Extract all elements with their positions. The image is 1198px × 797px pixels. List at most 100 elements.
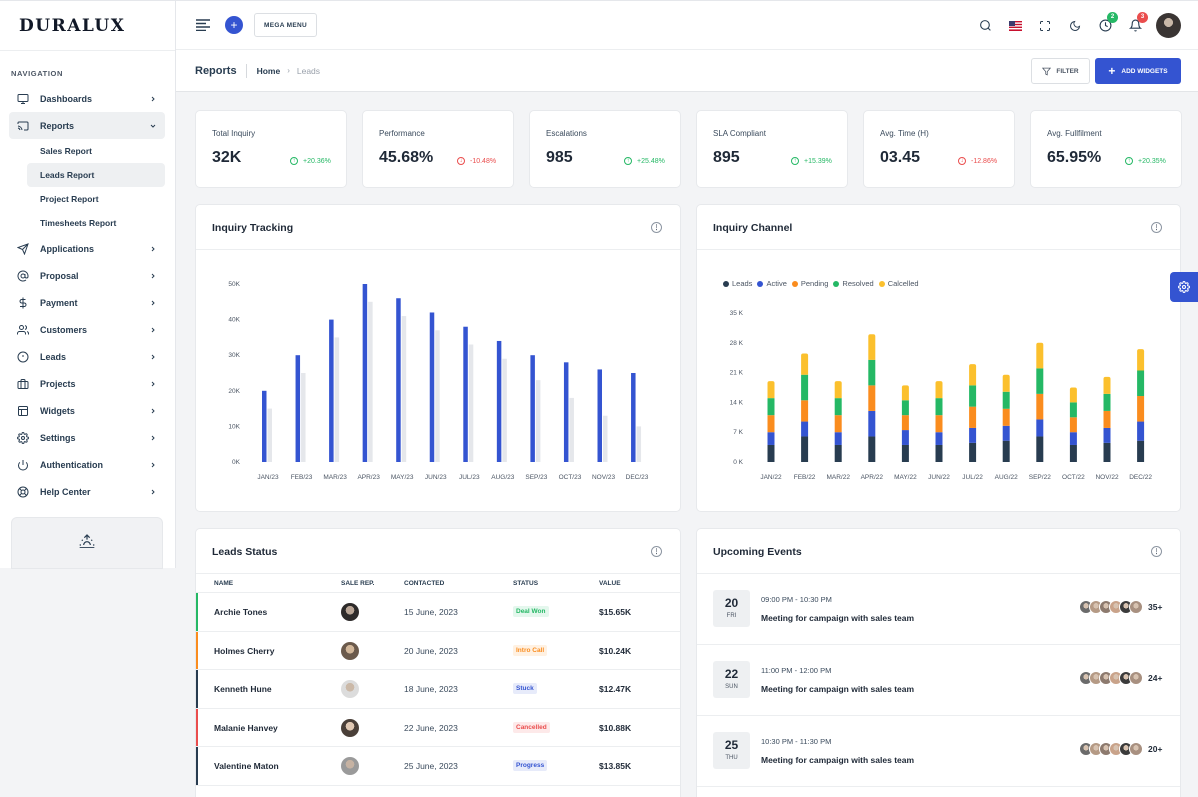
sidebar-item-projects[interactable]: Projects	[9, 370, 165, 397]
timer-icon[interactable]: 2	[1098, 11, 1118, 33]
legend-item[interactable]: Resolved	[833, 279, 874, 288]
bar-segment[interactable]	[834, 432, 842, 445]
bar-segment[interactable]	[1069, 417, 1077, 433]
sidebar-item-proposal[interactable]: Proposal	[9, 262, 165, 289]
search-icon[interactable]	[978, 19, 992, 33]
bar-segment[interactable]	[801, 374, 809, 401]
more-options-icon[interactable]: ⋮	[651, 222, 662, 233]
bar-segment[interactable]	[767, 415, 775, 433]
bar-segment[interactable]	[868, 359, 876, 386]
mega-menu-button[interactable]: MEGA MENU	[254, 13, 317, 37]
sidebar-item-payment[interactable]: Payment	[9, 289, 165, 316]
column-header-value[interactable]: VALUE	[599, 580, 621, 587]
brand-logo[interactable]: DURALUX	[0, 1, 175, 51]
bar-segment[interactable]	[935, 381, 943, 399]
bar-primary[interactable]	[329, 319, 334, 462]
sidebar-item-customers[interactable]: Customers	[9, 316, 165, 343]
bar-secondary[interactable]	[603, 415, 608, 462]
sale-rep-avatar[interactable]	[341, 603, 359, 621]
bar-segment[interactable]	[1036, 342, 1044, 369]
event-title[interactable]: Meeting for campaign with sales team	[761, 684, 915, 694]
add-widgets-button[interactable]: + ADD WIDGETS	[1095, 58, 1181, 84]
bar-secondary[interactable]	[535, 380, 541, 462]
bar-secondary[interactable]	[301, 373, 306, 462]
bar-primary[interactable]	[563, 362, 569, 462]
bar-segment[interactable]	[1002, 374, 1010, 392]
column-header-sale-rep[interactable]: SALE REP.	[341, 580, 375, 587]
bar-segment[interactable]	[834, 381, 842, 399]
bar-segment[interactable]	[1036, 419, 1044, 437]
more-options-icon[interactable]: ⋮	[1151, 222, 1162, 233]
bar-segment[interactable]	[1137, 421, 1145, 441]
bar-secondary[interactable]	[636, 426, 642, 462]
bar-segment[interactable]	[1069, 444, 1077, 462]
bar-segment[interactable]	[935, 444, 943, 462]
sale-rep-avatar[interactable]	[341, 680, 359, 698]
bar-segment[interactable]	[969, 364, 977, 386]
bar-secondary[interactable]	[435, 330, 440, 462]
table-row[interactable]: Malanie Hanvey 22 June, 2023 Cancelled $10.…	[196, 708, 680, 747]
bar-primary[interactable]	[262, 390, 267, 462]
bar-primary[interactable]	[496, 340, 502, 462]
bar-segment[interactable]	[1036, 393, 1044, 420]
bar-segment[interactable]	[801, 421, 809, 437]
bar-primary[interactable]	[396, 298, 401, 462]
bar-segment[interactable]	[1137, 349, 1145, 371]
event-item[interactable]: 22 SUN 11:00 PM - 12:00 PM Meeting for camp…	[697, 645, 1180, 716]
bar-segment[interactable]	[1069, 387, 1077, 403]
bar-segment[interactable]	[868, 410, 876, 437]
bar-segment[interactable]	[1036, 368, 1044, 394]
sidebar-subitem-leads-report[interactable]: Leads Report	[27, 163, 165, 187]
bar-segment[interactable]	[1002, 425, 1010, 441]
bar-segment[interactable]	[901, 444, 909, 462]
bar-segment[interactable]	[1137, 440, 1145, 462]
legend-item[interactable]: Calcelled	[878, 279, 919, 288]
bar-primary[interactable]	[597, 369, 603, 462]
bar-segment[interactable]	[1036, 436, 1044, 462]
us-flag-icon[interactable]	[1008, 19, 1022, 33]
bar-segment[interactable]	[969, 442, 977, 462]
moon-icon[interactable]	[1068, 19, 1082, 33]
bar-segment[interactable]	[767, 444, 775, 462]
lead-name[interactable]: Archie Tones	[214, 607, 268, 617]
table-row[interactable]: Archie Tones 15 June, 2023 Deal Won $15.65K	[196, 593, 680, 632]
table-row[interactable]: Valentine Maton 25 June, 2023 Progress $13.…	[196, 747, 680, 786]
bell-icon[interactable]: 3	[1128, 11, 1148, 33]
bar-primary[interactable]	[295, 355, 301, 462]
bar-segment[interactable]	[1002, 408, 1010, 426]
event-item[interactable]: 20 FRI 09:00 PM - 10:30 PM Meeting for camp…	[697, 574, 1180, 645]
sale-rep-avatar[interactable]	[341, 718, 359, 737]
bar-segment[interactable]	[1002, 391, 1010, 409]
bar-segment[interactable]	[935, 398, 943, 416]
sidebar-promo-card[interactable]	[11, 517, 163, 569]
lead-name[interactable]: Valentine Maton	[214, 761, 279, 771]
bar-primary[interactable]	[530, 355, 535, 462]
filter-button[interactable]: FILTER	[1031, 58, 1090, 84]
bar-segment[interactable]	[1103, 427, 1111, 443]
bar-segment[interactable]	[1069, 402, 1077, 418]
user-avatar[interactable]	[1156, 13, 1181, 38]
bar-segment[interactable]	[1103, 376, 1111, 394]
bar-segment[interactable]	[801, 353, 809, 375]
bar-secondary[interactable]	[267, 408, 273, 462]
bar-secondary[interactable]	[468, 344, 474, 462]
sidebar-subitem-sales-report[interactable]: Sales Report	[40, 146, 92, 156]
sidebar-item-leads[interactable]: Leads	[9, 343, 165, 370]
bar-segment[interactable]	[767, 432, 775, 445]
sidebar-item-applications[interactable]: Applications	[9, 235, 165, 262]
event-title[interactable]: Meeting for campaign with sales team	[761, 755, 915, 765]
sidebar-item-authentication[interactable]: Authentication	[9, 451, 165, 478]
bar-segment[interactable]	[935, 415, 943, 433]
bar-segment[interactable]	[767, 381, 775, 399]
bar-segment[interactable]	[834, 398, 842, 416]
bar-secondary[interactable]	[569, 397, 574, 462]
lead-name[interactable]: Malanie Hanvey	[214, 722, 278, 733]
bar-segment[interactable]	[1137, 396, 1145, 422]
bar-secondary[interactable]	[334, 337, 340, 462]
bar-segment[interactable]	[1103, 410, 1111, 428]
legend-item[interactable]: Pending	[791, 279, 828, 288]
breadcrumb-home[interactable]: Home	[256, 65, 281, 76]
sidebar-item-widgets[interactable]: Widgets	[9, 397, 165, 424]
quick-add-button[interactable]: +	[225, 16, 243, 34]
bar-segment[interactable]	[969, 406, 977, 428]
